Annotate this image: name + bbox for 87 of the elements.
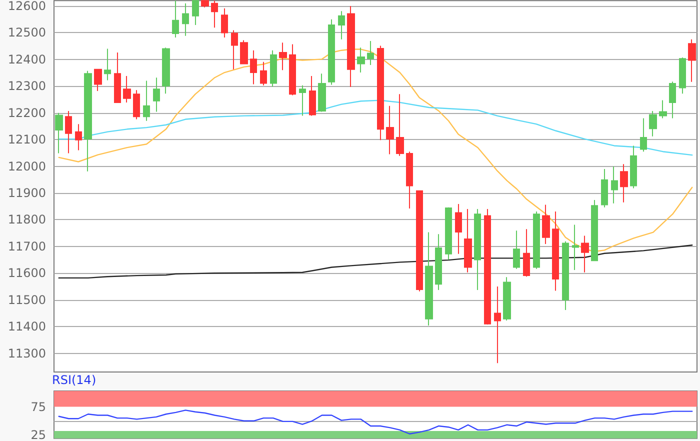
- candlestick: [231, 30, 238, 70]
- candlestick: [396, 94, 404, 156]
- line-series: [58, 244, 693, 279]
- y-tick-label: 11900: [8, 186, 46, 200]
- candlestick: [620, 164, 628, 203]
- candlestick: [84, 70, 92, 172]
- y-tick-label: 12500: [8, 26, 46, 40]
- y-tick-label: 11600: [8, 266, 46, 280]
- candlestick: [192, 0, 199, 26]
- candlestick: [240, 40, 248, 65]
- candlestick: [464, 208, 472, 273]
- y-tick-label: 11800: [8, 212, 46, 227]
- candlestick: [640, 118, 647, 152]
- candlestick: [494, 286, 501, 364]
- candlestick: [581, 235, 589, 273]
- candlestick: [221, 8, 228, 38]
- candlestick: [523, 228, 530, 278]
- candlestick: [104, 48, 111, 81]
- candlestick: [552, 210, 559, 292]
- candlestick: [513, 230, 520, 270]
- candlestick: [143, 80, 150, 122]
- candlestick: [328, 18, 335, 86]
- candlestick: [357, 47, 365, 74]
- candlestick: [688, 38, 696, 82]
- candlestick: [386, 105, 394, 155]
- candlestick: [347, 6, 355, 88]
- candlestick: [211, 0, 218, 28]
- y-tick-label: 75: [30, 400, 46, 414]
- candlestick: [133, 90, 140, 120]
- candlestick: [630, 145, 637, 189]
- candlestick: [201, 0, 209, 8]
- candlestick: [416, 190, 423, 292]
- line-series: [58, 48, 693, 252]
- candlestick: [299, 84, 306, 116]
- candlestick: [601, 168, 608, 208]
- candlestick: [94, 68, 102, 92]
- candlestick: [611, 166, 618, 204]
- candlestick: [649, 110, 657, 137]
- candlestick: [367, 40, 374, 66]
- y-tick-label: 12300: [8, 79, 46, 94]
- candlestick: [153, 77, 160, 112]
- candlestick: [65, 110, 72, 154]
- candlestick: [542, 204, 550, 245]
- candlestick: [309, 75, 316, 116]
- candlestick: [279, 42, 287, 71]
- candlestick: [338, 10, 345, 40]
- candlestick: [669, 81, 676, 119]
- candlestick: [406, 151, 413, 209]
- y-tick-label: 12600: [8, 0, 46, 13]
- y-tick-label: 11300: [8, 346, 46, 360]
- candlestick: [182, 2, 189, 36]
- chart-title: RSI(14): [52, 373, 96, 387]
- candlestick: [425, 232, 433, 326]
- candlestick: [455, 203, 462, 254]
- line-series: [58, 100, 693, 156]
- line-series: [58, 410, 693, 434]
- candlestick: [260, 61, 267, 86]
- y-tick-label: 12000: [8, 159, 46, 174]
- candlestick: [679, 57, 686, 94]
- y-tick-label: 11500: [8, 292, 46, 307]
- candlestick: [250, 50, 257, 85]
- y-tick-label: 12100: [8, 132, 46, 147]
- candlestick: [572, 224, 579, 270]
- candlestick: [377, 45, 384, 141]
- candlestick: [172, 0, 179, 38]
- y-tick-label: 11700: [8, 239, 46, 254]
- y-tick-label: 12400: [8, 52, 46, 66]
- candlestick: [474, 208, 481, 290]
- candlestick: [270, 50, 277, 88]
- candlestick: [162, 47, 170, 94]
- candlestick: [114, 52, 121, 103]
- candlestick: [533, 210, 540, 270]
- candlestick: [562, 240, 569, 311]
- candlestick: [484, 208, 491, 325]
- y-tick-label: 11400: [8, 320, 46, 334]
- candlestick: [591, 199, 598, 262]
- candlestick: [55, 112, 63, 154]
- candlestick: [503, 276, 511, 321]
- candlestick: [123, 75, 131, 103]
- candlestick: [659, 100, 667, 119]
- candlestick: [445, 206, 452, 260]
- candlestick: [318, 73, 326, 112]
- candlestick: [289, 44, 296, 96]
- candlestick: [75, 124, 82, 151]
- candlestick: [435, 234, 442, 290]
- y-tick-label: 25: [30, 428, 46, 441]
- y-tick-label: 12200: [8, 106, 46, 120]
